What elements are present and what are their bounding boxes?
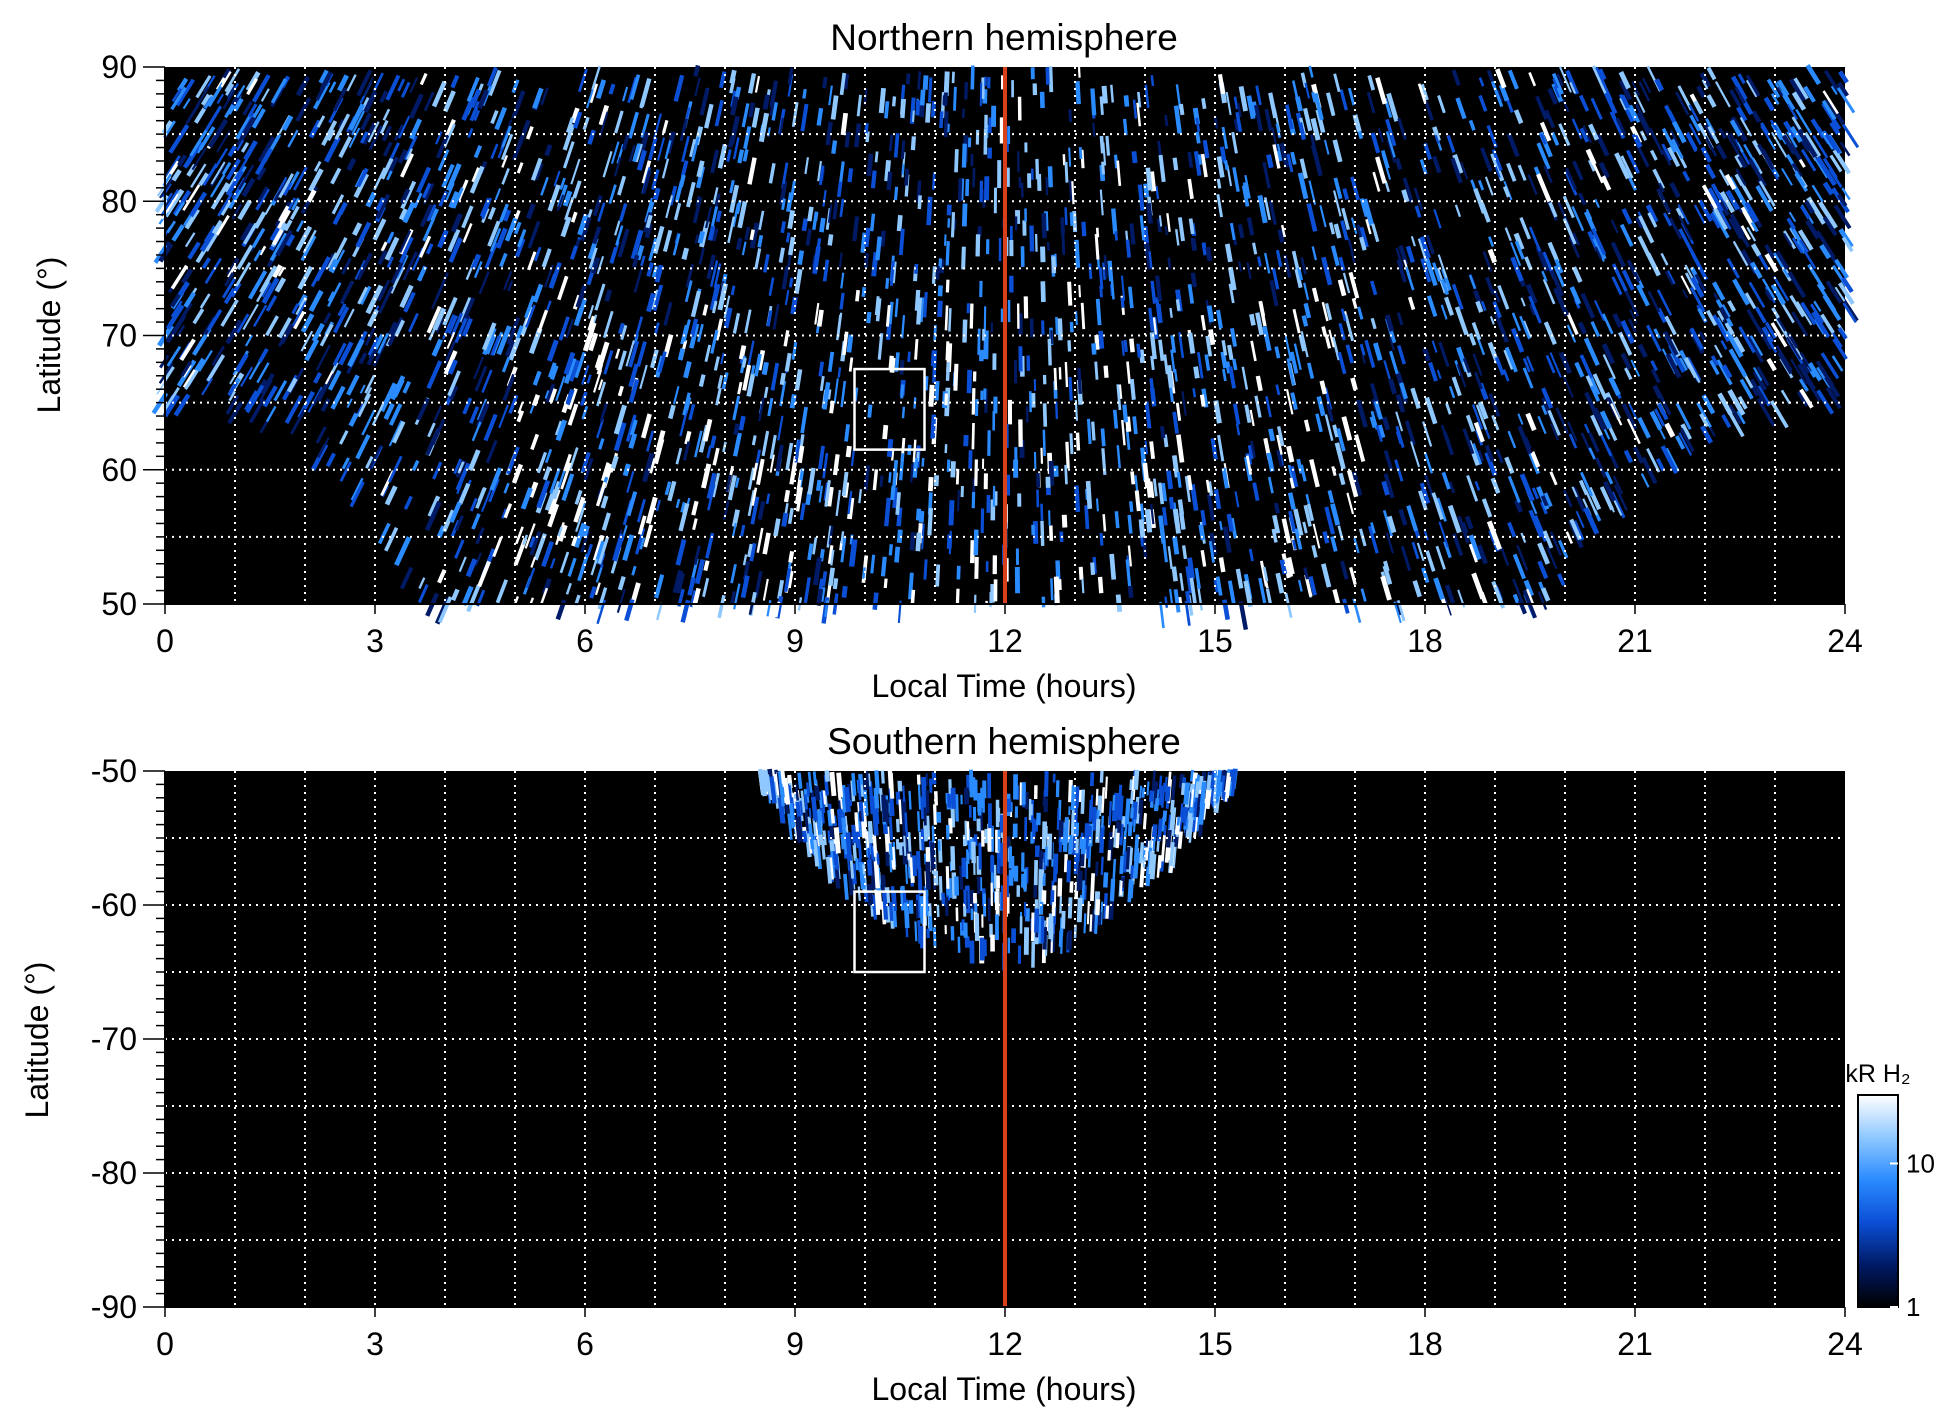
colorbar-tick-label: 10: [1906, 1148, 1935, 1178]
y-tick-label: 80: [101, 183, 137, 219]
x-tick-label: 12: [987, 1326, 1023, 1362]
northern-y-axis-label: Latitude (°): [31, 257, 67, 414]
southern-x-axis-label: Local Time (hours): [872, 1371, 1137, 1407]
x-tick-label: 0: [156, 623, 174, 659]
x-tick-label: 3: [366, 623, 384, 659]
y-tick-label: 60: [101, 452, 137, 488]
colorbar-gradient: [1857, 1094, 1899, 1308]
northern-axes: 50 60 70 80 90 0 3 6 9 12 15 18 21 24: [101, 49, 1862, 659]
colorbar-tick-label: 1: [1906, 1292, 1920, 1322]
x-tick-label: 24: [1827, 1326, 1863, 1362]
southern-panel: Southern hemisphere -50 -60 -70 -80 -90 0 3 6 9 1…: [19, 721, 1863, 1407]
x-tick-label: 15: [1197, 1326, 1233, 1362]
colorbar: kR H₂ 10 1: [1845, 1060, 1935, 1322]
colorbar-ticks: 10 1: [1890, 1148, 1935, 1322]
southern-highlight-box: [853, 890, 926, 974]
y-tick-label: -80: [91, 1155, 137, 1191]
x-tick-label: 9: [786, 1326, 804, 1362]
colorbar-unit-label: kR H₂: [1845, 1060, 1910, 1088]
southern-axes: -50 -60 -70 -80 -90 0 3 6 9 12 15 18 21 24: [91, 753, 1863, 1362]
northern-x-axis-label: Local Time (hours): [872, 668, 1137, 704]
x-tick-label: 0: [156, 1326, 174, 1362]
y-tick-label: -60: [91, 887, 137, 923]
y-tick-label: -70: [91, 1021, 137, 1057]
y-tick-label: 90: [101, 49, 137, 85]
x-tick-label: 3: [366, 1326, 384, 1362]
southern-emission-data: [757, 768, 1238, 971]
x-tick-label: 18: [1407, 623, 1443, 659]
y-tick-label: -90: [91, 1289, 137, 1325]
x-tick-label: 21: [1617, 623, 1653, 659]
northern-emission-data: [151, 64, 1860, 631]
x-tick-label: 24: [1827, 623, 1863, 659]
southern-y-axis-label: Latitude (°): [19, 962, 55, 1119]
northern-title: Northern hemisphere: [830, 17, 1178, 58]
northern-panel: Northern hemisphere 50 60 70 80 90 0 3 6 9 12 15 18…: [31, 17, 1863, 704]
x-tick-label: 6: [576, 623, 594, 659]
y-tick-label: 50: [101, 586, 137, 622]
southern-title: Southern hemisphere: [827, 721, 1181, 762]
northern-highlight-box: [853, 367, 926, 451]
x-tick-label: 6: [576, 1326, 594, 1362]
x-tick-label: 18: [1407, 1326, 1443, 1362]
x-tick-label: 15: [1197, 623, 1233, 659]
y-tick-label: -50: [91, 753, 137, 789]
x-tick-label: 21: [1617, 1326, 1653, 1362]
x-tick-label: 12: [987, 623, 1023, 659]
x-tick-label: 9: [786, 623, 804, 659]
y-tick-label: 70: [101, 318, 137, 354]
